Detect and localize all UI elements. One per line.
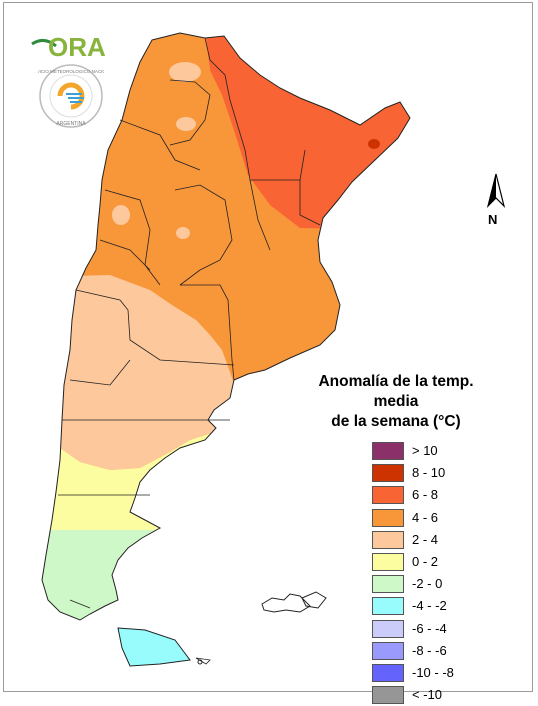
north-label: N — [488, 212, 498, 227]
legend-label: 4 - 6 — [412, 509, 439, 525]
legend-swatch — [372, 641, 404, 660]
legend-item: < -10 — [372, 684, 496, 706]
staten-island — [195, 657, 211, 665]
legend-item: 8 - 10 — [372, 462, 496, 484]
legend-label: 0 - 2 — [412, 553, 439, 569]
ora-logo: ORA — [30, 26, 110, 66]
province-boundaries — [58, 37, 321, 609]
ora-logo-text: ORA — [48, 32, 106, 62]
legend-title-line2: de la semana (°C) — [331, 413, 461, 430]
legend-item: -8 - -6 — [372, 640, 496, 662]
legend-label: 2 - 4 — [412, 531, 439, 547]
legend-label: < -10 — [412, 687, 442, 703]
legend-label: -2 - 0 — [412, 576, 443, 592]
legend-swatch — [372, 597, 404, 616]
svg-text:ARGENTINA: ARGENTINA — [56, 121, 86, 127]
tierra-del-fuego — [117, 627, 191, 667]
legend-swatch — [372, 442, 404, 460]
legend-title-line1: Anomalía de la temp. media — [318, 373, 474, 410]
legend-item: -10 - -8 — [372, 662, 496, 684]
legend-swatch — [372, 686, 404, 705]
legend-swatch — [372, 508, 404, 527]
legend-label: -6 - -4 — [412, 620, 447, 636]
legend-swatch — [372, 619, 404, 638]
legend-item: > 10 — [372, 440, 496, 462]
legend-label: 6 - 8 — [412, 487, 439, 503]
legend-label: -4 - -2 — [412, 598, 447, 614]
north-arrow-icon — [480, 172, 512, 232]
legend-label: -8 - -6 — [412, 642, 447, 658]
legend-label: 8 - 10 — [412, 465, 446, 481]
legend-title: Anomalía de la temp. media de la semana … — [296, 372, 496, 432]
legend-swatch — [372, 464, 404, 483]
legend-item: 0 - 2 — [372, 551, 496, 573]
legend-item: 4 - 6 — [372, 507, 496, 529]
legend-label: > 10 — [412, 443, 438, 458]
legend-items: > 10 8 - 10 6 - 8 4 - 6 2 - 4 0 - 2 -2 - 0 -4 -… — [296, 440, 496, 706]
legend-swatch — [372, 575, 404, 594]
legend-item: -4 - -2 — [372, 595, 496, 617]
legend-item: -6 - -4 — [372, 618, 496, 640]
country-outline — [41, 32, 411, 621]
legend-label: -10 - -8 — [412, 664, 454, 680]
legend: Anomalía de la temp. media de la semana … — [296, 372, 496, 706]
legend-item: 2 - 4 — [372, 529, 496, 551]
legend-swatch — [372, 552, 404, 571]
svg-text:SERVICIO METEOROLOGICO NACIONA: SERVICIO METEOROLOGICO NACIONAL — [38, 69, 104, 74]
legend-item: -2 - 0 — [372, 573, 496, 595]
smn-seal-logo: SERVICIO METEOROLOGICO NACIONAL ARGENTIN… — [27, 63, 115, 129]
legend-swatch — [372, 486, 404, 505]
legend-swatch — [372, 530, 404, 549]
legend-swatch — [372, 663, 404, 682]
legend-item: 6 - 8 — [372, 484, 496, 506]
